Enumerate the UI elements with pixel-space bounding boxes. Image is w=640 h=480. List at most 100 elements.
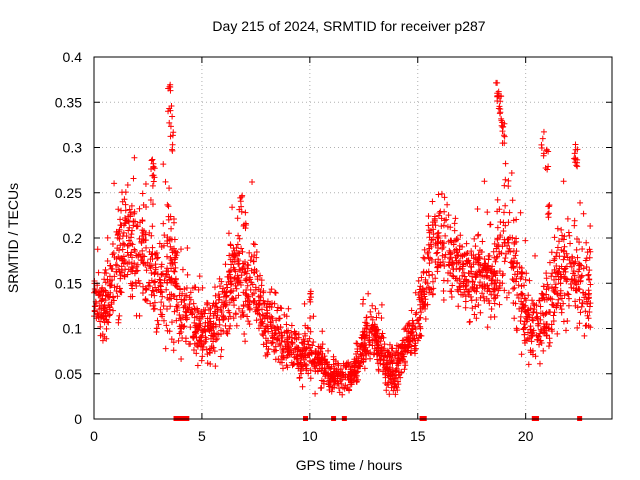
data-point: [474, 257, 481, 264]
data-point: [355, 368, 362, 375]
data-point: [292, 345, 299, 352]
data-point: [537, 316, 544, 323]
data-point: [100, 303, 107, 310]
data-point: [437, 208, 444, 215]
data-point: [523, 270, 530, 277]
data-point: [557, 290, 564, 297]
data-point: [579, 289, 586, 296]
data-point: [557, 302, 564, 309]
data-point: [529, 297, 536, 304]
data-point: [358, 343, 365, 350]
data-point: [299, 383, 306, 390]
data-point: [129, 227, 136, 234]
data-point: [369, 302, 376, 309]
data-point: [325, 363, 332, 370]
data-point: [464, 278, 471, 285]
data-point: [496, 301, 503, 308]
data-point: [276, 315, 283, 322]
data-point: [303, 367, 310, 374]
data-point: [488, 266, 495, 273]
data-point: [235, 232, 242, 239]
data-point: [451, 220, 458, 227]
data-point: [440, 297, 447, 304]
data-point: [254, 310, 261, 317]
data-point: [318, 384, 325, 391]
data-point: [437, 261, 444, 268]
data-point: [391, 351, 398, 358]
data-point: [229, 258, 236, 265]
data-point: [502, 254, 509, 261]
data-point: [143, 267, 150, 274]
data-point: [576, 239, 583, 246]
data-point: [157, 306, 164, 313]
data-point: [305, 370, 312, 377]
data-point: [549, 296, 556, 303]
data-point: [425, 241, 432, 248]
data-point: [484, 209, 491, 216]
data-point: [292, 330, 299, 337]
data-point: [139, 247, 146, 254]
data-point: [540, 150, 547, 157]
data-point: [215, 291, 222, 298]
data-point: [288, 322, 295, 329]
data-point: [303, 361, 310, 368]
data-point: [243, 277, 250, 284]
data-point: [540, 283, 547, 290]
data-point: [212, 363, 219, 370]
data-point: [519, 291, 526, 298]
data-point: [223, 288, 230, 295]
data-point: [164, 253, 171, 260]
data-point: [243, 290, 250, 297]
data-point: [138, 240, 145, 247]
data-point: [320, 380, 327, 387]
data-point: [167, 255, 174, 262]
data-point: [305, 325, 312, 332]
data-point: [299, 352, 306, 359]
data-point: [307, 328, 314, 335]
data-point: [159, 270, 166, 277]
data-point: [572, 141, 579, 148]
y-tick-label: 0.4: [63, 49, 83, 65]
data-point: [501, 120, 508, 127]
data-point: [369, 342, 376, 349]
data-point: [585, 272, 592, 279]
data-point: [543, 275, 550, 282]
data-point: [170, 292, 177, 299]
data-point: [197, 333, 204, 340]
data-point: [295, 331, 302, 338]
data-point: [160, 220, 167, 227]
data-point: [558, 226, 565, 233]
data-point: [361, 345, 368, 352]
data-point: [493, 254, 500, 261]
data-point: [268, 286, 275, 293]
data-point: [164, 294, 171, 301]
data-point: [306, 352, 313, 359]
data-point: [498, 93, 505, 100]
data-point: [481, 281, 488, 288]
data-point: [334, 378, 341, 385]
data-point: [164, 201, 171, 208]
data-point: [396, 371, 403, 378]
data-point: [250, 240, 257, 247]
data-point: [249, 179, 256, 186]
data-point: [116, 228, 123, 235]
data-point: [167, 133, 174, 140]
data-point: [176, 311, 183, 318]
data-point: [500, 123, 507, 130]
data-point: [527, 347, 534, 354]
data-point: [208, 327, 215, 334]
data-point: [149, 182, 156, 189]
data-point: [454, 286, 461, 293]
data-point: [577, 199, 584, 206]
data-point: [395, 362, 402, 369]
data-point: [492, 258, 499, 265]
data-point: [225, 230, 232, 237]
data-point: [365, 290, 372, 297]
data-point: [122, 189, 129, 196]
data-point: [296, 374, 303, 381]
data-point: [103, 335, 110, 342]
data-point: [440, 288, 447, 295]
data-point: [224, 284, 231, 291]
data-point: [200, 343, 207, 350]
data-point: [233, 322, 240, 329]
